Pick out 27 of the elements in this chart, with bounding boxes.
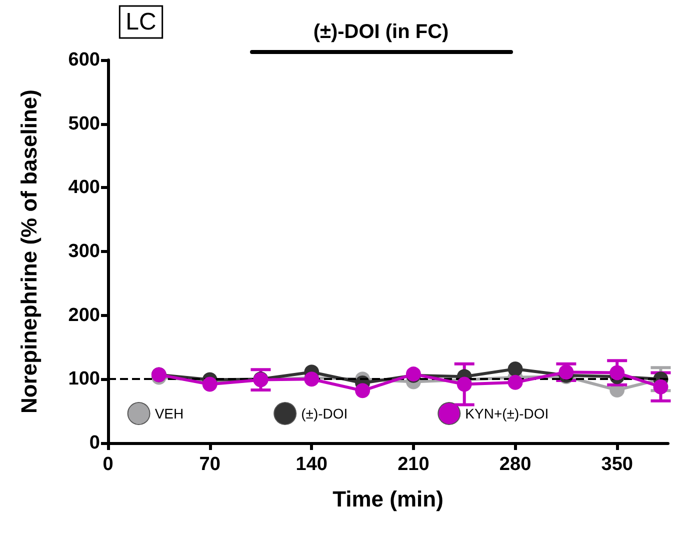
- legend-label: (±)-DOI: [301, 406, 348, 422]
- y-tick-label: 600: [68, 50, 100, 70]
- y-tick-label: 0: [89, 432, 100, 454]
- point: [456, 376, 472, 392]
- y-tick-label: 400: [68, 177, 100, 198]
- y-axis-title: Norepinephrine (% of baseline): [16, 90, 42, 414]
- x-tick-label: 0: [102, 454, 114, 475]
- y-tick-label: 300: [68, 241, 100, 262]
- y-tick-label: 500: [68, 113, 100, 134]
- point: [355, 383, 370, 398]
- point: [508, 374, 523, 390]
- x-axis-title: Time (min): [332, 486, 444, 512]
- x-tick-label: 350: [601, 454, 633, 475]
- y-tick-label: 200: [68, 304, 100, 326]
- point: [508, 361, 523, 376]
- x-tick-label: 210: [398, 454, 430, 475]
- point: [653, 379, 668, 394]
- y-tick-label: 100: [68, 368, 100, 390]
- legend-label: KYN+(±)-DOI: [465, 406, 549, 422]
- point: [202, 376, 218, 392]
- legend-label: VEH: [154, 406, 184, 422]
- x-tick-label: 280: [499, 454, 532, 475]
- text: (±)-DOI (in FC): [313, 21, 449, 43]
- text: LC: [126, 8, 156, 36]
- x-tick-label: 140: [296, 454, 328, 475]
- x-tick-label: 70: [199, 454, 220, 475]
- point: [610, 365, 625, 380]
